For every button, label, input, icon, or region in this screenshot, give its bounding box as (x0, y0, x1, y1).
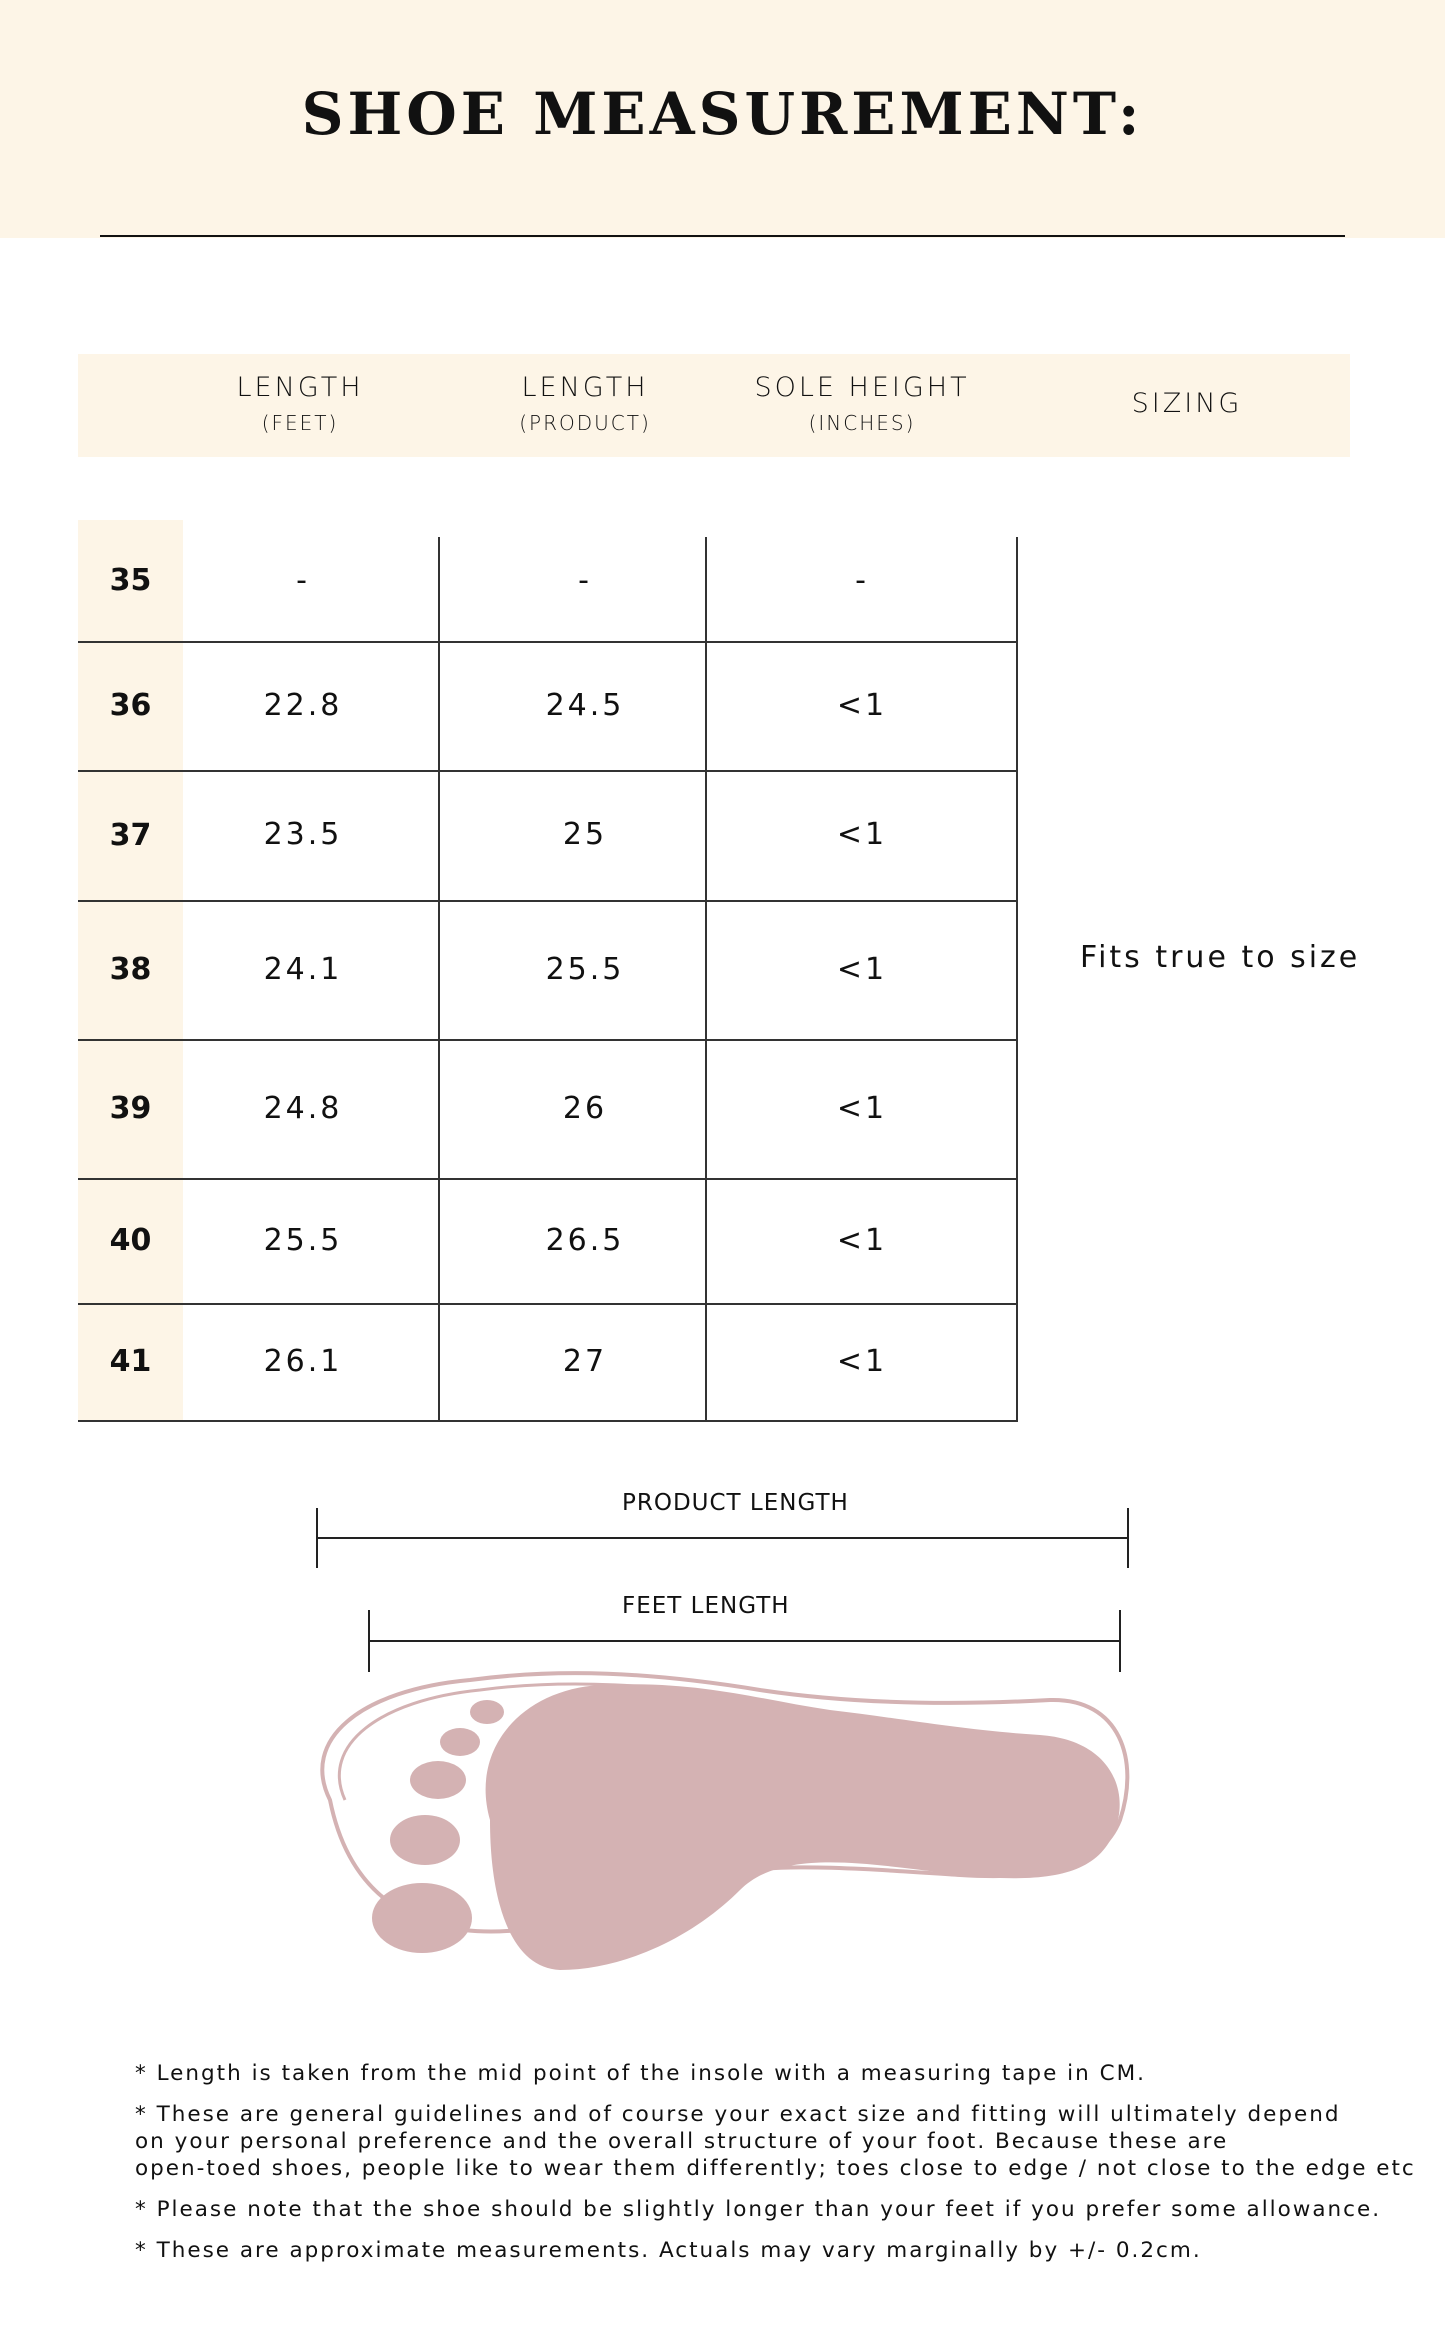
cell-product: 24.5 (545, 687, 625, 723)
cell-feet: 23.5 (263, 817, 343, 852)
notes: * Length is taken from the mid point of … (135, 2060, 1435, 2278)
row-divider (78, 1039, 1018, 1041)
row-divider (78, 641, 1018, 643)
toe-icon (440, 1728, 480, 1756)
page-title: SHOE MEASUREMENT: (301, 80, 1144, 148)
row-divider (78, 770, 1018, 772)
row-divider (78, 900, 1018, 902)
cell-product: 26.5 (545, 1222, 625, 1258)
size-cell: 37 (78, 770, 183, 900)
cell-product: 25 (562, 817, 608, 852)
title-band (0, 0, 1445, 238)
row-divider (78, 1420, 1018, 1422)
foot-diagram (316, 1508, 1130, 1970)
size-cell: 35 (78, 520, 183, 641)
header-length-feet: LENGTH (FEET) (236, 372, 364, 435)
table-header: LENGTH (FEET) LENGTH (PRODUCT) SOLE HEIGHT… (78, 354, 1350, 457)
cell-feet: 25.5 (263, 1222, 343, 1258)
cell-feet: 24.8 (263, 1090, 343, 1126)
column-divider (705, 537, 707, 1421)
cell-feet: 24.1 (263, 951, 343, 987)
note: * These are approximate measurements. Ac… (135, 2238, 1202, 2263)
title-divider (100, 235, 1345, 237)
header-sizing: SIZING (1131, 388, 1243, 419)
row-divider (78, 1303, 1018, 1305)
row-divider (78, 1178, 1018, 1180)
cell-feet: - (296, 562, 310, 598)
cell-product: - (578, 562, 592, 598)
size-cell: 40 (78, 1178, 183, 1303)
cell-sole: - (855, 562, 869, 598)
note: * Length is taken from the mid point of … (135, 2061, 1146, 2086)
cell-sole: <1 (836, 1222, 888, 1258)
cell-sole: <1 (836, 1090, 888, 1126)
foot-sole (485, 1684, 1120, 1970)
size-cell: 38 (78, 900, 183, 1039)
cell-sole: <1 (836, 1343, 888, 1379)
note: * Please note that the shoe should be sl… (135, 2197, 1382, 2222)
header-sole-height: SOLE HEIGHT (INCHES) (754, 372, 970, 435)
column-divider (438, 537, 440, 1421)
header-length-product: LENGTH (PRODUCT) (519, 372, 651, 435)
toe-icon (470, 1700, 504, 1724)
feet-length-label: FEET LENGTH (622, 1593, 790, 1619)
cell-sole: <1 (836, 687, 888, 723)
cell-sole: <1 (836, 951, 888, 987)
cell-feet: 22.8 (263, 687, 343, 723)
size-cell: 36 (78, 641, 183, 770)
column-divider (1016, 537, 1018, 1421)
toe-icon (372, 1883, 472, 1953)
product-length-label: PRODUCT LENGTH (622, 1490, 849, 1516)
cell-sole: <1 (836, 817, 888, 852)
cell-product: 26 (562, 1090, 608, 1126)
cell-product: 27 (562, 1343, 608, 1379)
sizing-note: Fits true to size (1080, 940, 1361, 975)
size-cell: 39 (78, 1039, 183, 1178)
toe-icon (410, 1761, 466, 1799)
toe-icon (390, 1815, 460, 1865)
note: * These are general guidelines and of co… (135, 2102, 1416, 2181)
size-cell: 41 (78, 1303, 183, 1420)
cell-feet: 26.1 (263, 1343, 343, 1379)
cell-product: 25.5 (545, 951, 625, 987)
